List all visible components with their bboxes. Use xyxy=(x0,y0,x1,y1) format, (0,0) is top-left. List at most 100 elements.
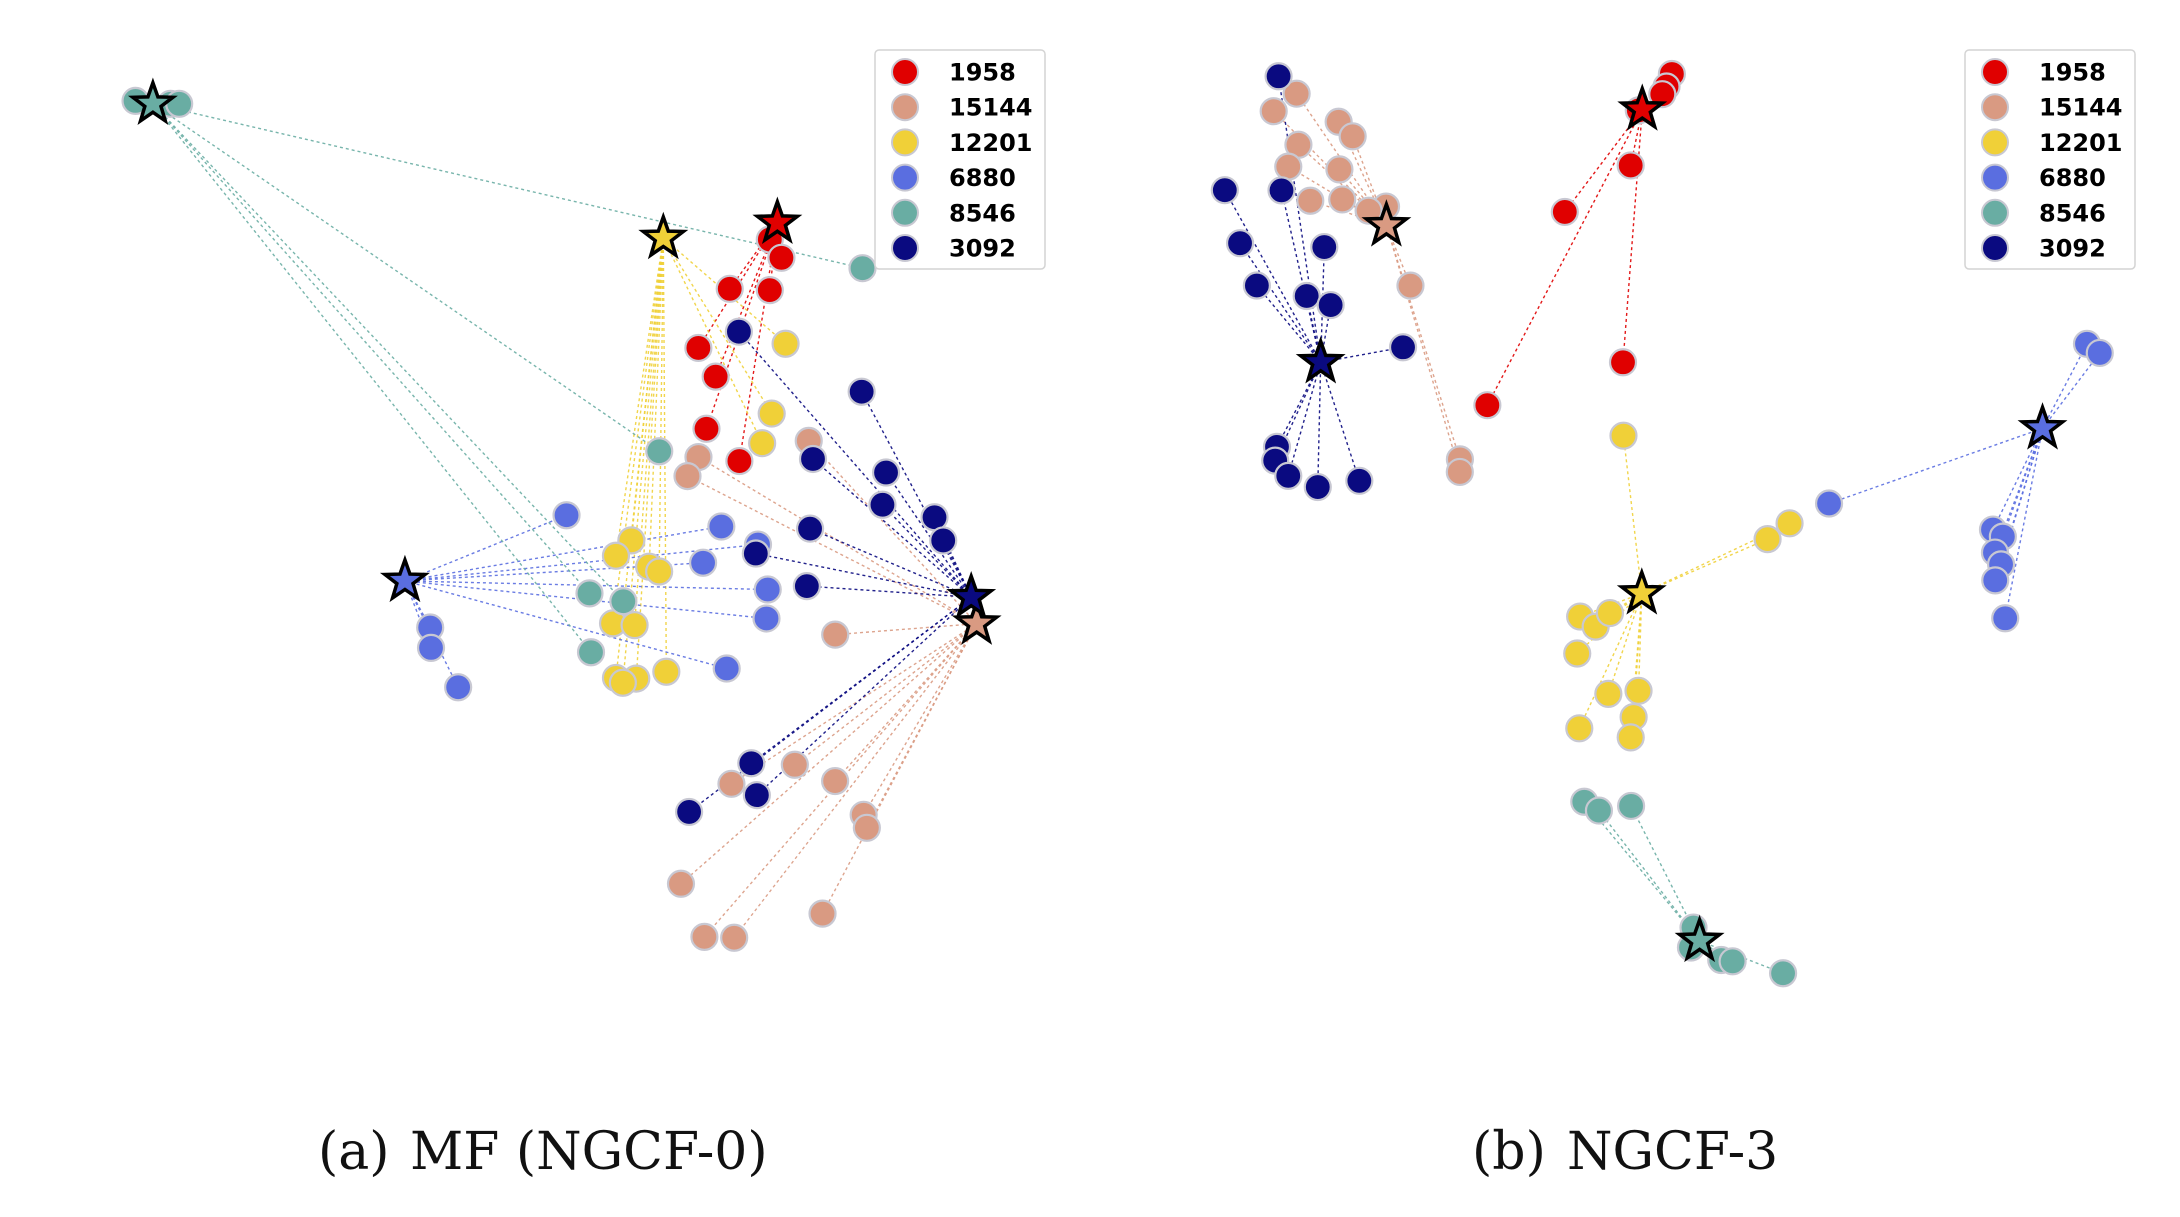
item-point-8546 xyxy=(645,437,674,466)
edge-12201 xyxy=(662,237,773,414)
item-point-15144 xyxy=(1328,185,1357,214)
item-point-3092 xyxy=(1267,176,1296,205)
item-point-1958 xyxy=(725,446,754,476)
legend-label-15144: 15144 xyxy=(949,94,1033,122)
panel-mf: 1958 15144 12201 6880 8546 3092 (a) MF (NGCF-… xyxy=(121,49,1046,1182)
item-point-8546 xyxy=(1718,947,1747,976)
edge-3092 xyxy=(1317,362,1322,488)
item-point-15144 xyxy=(1445,457,1474,487)
item-point-3092 xyxy=(742,780,771,810)
legend-label-15144: 15144 xyxy=(2039,94,2123,122)
item-point-8546 xyxy=(609,587,638,616)
item-point-3092 xyxy=(929,526,958,555)
item-point-15144 xyxy=(780,750,809,779)
item-point-1958 xyxy=(1648,80,1677,109)
edge-6880 xyxy=(1992,428,2044,530)
edge-8546 xyxy=(152,103,660,452)
item-point-3092 xyxy=(1388,333,1418,362)
legend-marker-3092 xyxy=(1981,234,2009,262)
item-point-6880 xyxy=(1981,566,2010,595)
edge-3092 xyxy=(750,596,972,764)
item-point-8546 xyxy=(575,579,604,608)
edge-15144 xyxy=(808,440,978,625)
legend-marker-1958 xyxy=(1981,58,2009,86)
user-star-layer-mf xyxy=(127,77,1002,645)
legend-label-6880: 6880 xyxy=(949,164,1016,192)
edge-6880 xyxy=(1828,427,2043,505)
edge-12201 xyxy=(1641,538,1768,595)
caption-tag-mf: (a) xyxy=(318,1122,390,1182)
item-point-15144 xyxy=(1296,186,1325,215)
item-point-3092 xyxy=(1303,472,1332,502)
item-point-1958 xyxy=(767,243,796,272)
item-point-3092 xyxy=(737,749,766,778)
edge-15144 xyxy=(733,623,978,939)
item-point-12201 xyxy=(1594,679,1623,708)
item-point-6880 xyxy=(707,512,736,541)
item-point-15144 xyxy=(1338,122,1367,151)
legend-label-8546: 8546 xyxy=(949,199,1016,227)
legend-label-12201: 12201 xyxy=(949,129,1033,157)
item-point-15144 xyxy=(690,922,719,951)
edge-12201 xyxy=(1622,435,1643,594)
item-point-1958 xyxy=(755,276,784,305)
legend-mf: 1958 15144 12201 6880 8546 3092 xyxy=(874,49,1046,270)
legend-label-12201: 12201 xyxy=(2039,129,2123,157)
user-star-15144 xyxy=(951,597,1002,645)
edge-3092 xyxy=(1287,362,1322,477)
item-point-1958 xyxy=(701,362,730,391)
item-point-8546 xyxy=(576,638,606,667)
edge-15144 xyxy=(835,622,977,636)
edge-3092 xyxy=(755,552,972,598)
item-point-15144 xyxy=(1274,152,1303,181)
edge-15144 xyxy=(731,623,978,785)
edge-15144 xyxy=(834,623,978,782)
item-point-1958 xyxy=(1550,197,1579,227)
item-point-8546 xyxy=(1584,796,1614,825)
legend-marker-6880 xyxy=(891,163,919,192)
user-star-1958 xyxy=(1617,83,1668,131)
item-point-6880 xyxy=(712,654,741,683)
user-star-12201 xyxy=(638,211,689,260)
edge-15144 xyxy=(821,623,978,914)
item-point-6880 xyxy=(752,604,781,633)
edge-8546 xyxy=(1583,801,1701,942)
edge-8546 xyxy=(152,103,592,653)
caption-title-mf: MF (NGCF-0) xyxy=(410,1122,768,1182)
edge-6880 xyxy=(404,580,459,688)
edge-8546 xyxy=(152,103,591,594)
item-point-3092 xyxy=(847,377,876,406)
user-star-6880 xyxy=(379,554,430,603)
legend-ngcf3: 1958 15144 12201 6880 8546 3092 xyxy=(1964,49,2136,270)
edge-1958 xyxy=(715,222,779,377)
legend-marker-15144 xyxy=(891,93,919,122)
item-point-8546 xyxy=(1616,791,1646,821)
item-point-15144 xyxy=(1259,97,1288,126)
edge-3092 xyxy=(1280,190,1322,363)
edge-1958 xyxy=(1486,109,1643,406)
item-point-3092 xyxy=(1310,232,1339,262)
user-star-8546 xyxy=(127,77,178,126)
item-point-3092 xyxy=(798,444,828,474)
edge-1958 xyxy=(738,222,779,462)
legend-label-1958: 1958 xyxy=(2039,59,2106,87)
item-point-6880 xyxy=(688,548,718,577)
item-point-12201 xyxy=(1753,525,1782,554)
legend-marker-12201 xyxy=(891,128,919,157)
edge-15144 xyxy=(1385,225,1461,473)
item-point-3092 xyxy=(1345,466,1374,495)
edge-1958 xyxy=(1622,109,1643,363)
item-point-12201 xyxy=(757,399,786,428)
item-point-12201 xyxy=(1616,723,1645,752)
edge-3092 xyxy=(756,596,972,796)
edge-12201 xyxy=(633,237,665,626)
item-point-1958 xyxy=(1473,391,1502,420)
edge-3092 xyxy=(1277,76,1322,363)
item-point-12201 xyxy=(1565,714,1594,743)
item-point-12201 xyxy=(620,611,649,640)
item-point-1958 xyxy=(1616,151,1645,180)
user-star-3092 xyxy=(946,570,997,619)
edge-3092 xyxy=(942,540,972,598)
item-point-12201 xyxy=(1775,509,1804,538)
edge-layer-mf xyxy=(135,100,978,939)
